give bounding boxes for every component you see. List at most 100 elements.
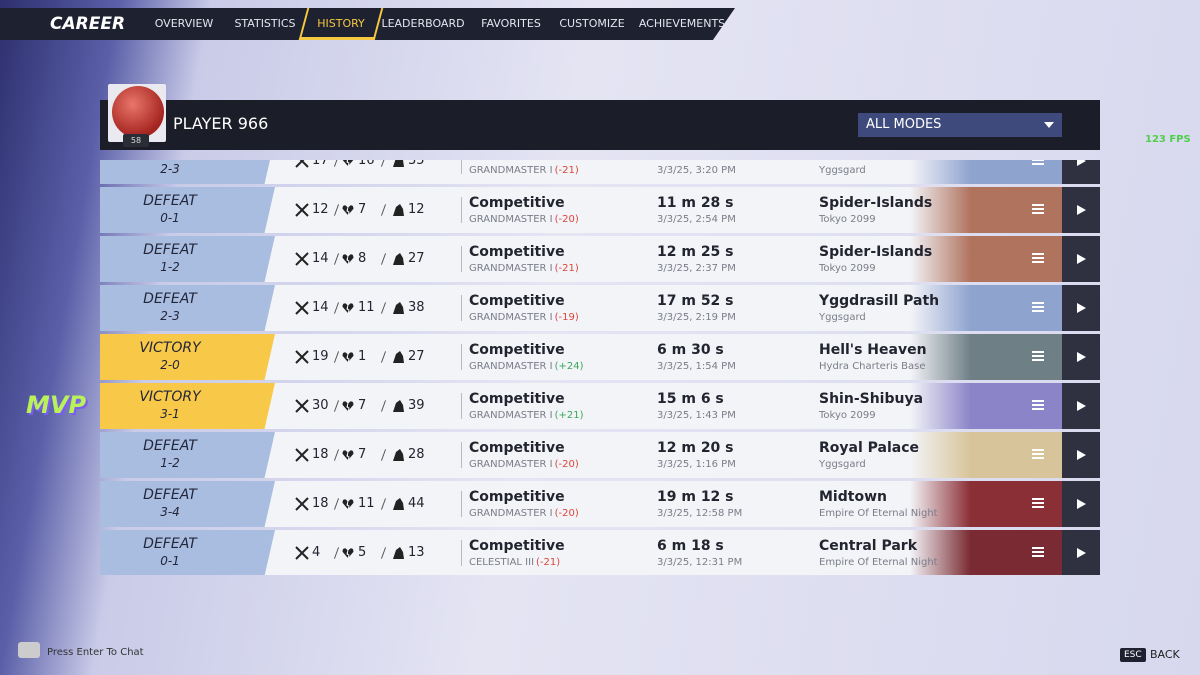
match-result: VICTORY <box>139 389 201 405</box>
separator <box>380 547 387 559</box>
map-thumbnail <box>910 383 1062 429</box>
divider <box>461 246 462 272</box>
match-row[interactable]: VICTORY 2-0 19 1 27 Competitive GRANDMASTER I(… <box>100 334 1100 380</box>
details-menu[interactable] <box>1032 547 1044 557</box>
replay-button[interactable] <box>1062 481 1100 527</box>
deaths: 7 <box>358 398 367 413</box>
kill-icon <box>295 448 309 462</box>
deaths: 7 <box>358 447 367 462</box>
kills: 30 <box>312 398 329 413</box>
match-row[interactable]: 2-3 17 16 35 GRANDMASTER I (-21) 3/3/25, 3:20 … <box>100 160 1100 184</box>
nav-tab[interactable]: OVERVIEW <box>154 17 214 30</box>
result-panel <box>100 187 275 233</box>
details-menu[interactable] <box>1032 204 1044 214</box>
divider <box>461 197 462 223</box>
result-panel <box>100 285 275 331</box>
rank: GRANDMASTER I (-20) <box>469 214 579 225</box>
match-time: 3/3/25, 3:20 PM <box>657 165 736 176</box>
game-mode: Competitive <box>469 195 565 211</box>
separator <box>333 160 340 167</box>
replay-button[interactable] <box>1062 432 1100 478</box>
map-name: Central Park <box>819 538 917 554</box>
kills: 17 <box>312 160 329 168</box>
match-row[interactable]: DEFEAT 1-2 14 8 27 Competitive GRANDMASTER I (-… <box>100 236 1100 282</box>
rank: GRANDMASTER I (-19) <box>469 312 579 323</box>
assist-icon <box>393 204 404 216</box>
map-name: Shin-Shibuya <box>819 391 924 407</box>
map-name: Midtown <box>819 489 887 505</box>
divider <box>461 491 462 517</box>
deaths: 7 <box>358 202 367 217</box>
map-thumbnail <box>910 334 1062 380</box>
map-region: Empire Of Eternal Night <box>819 557 938 568</box>
replay-button[interactable] <box>1062 334 1100 380</box>
details-menu[interactable] <box>1032 449 1044 459</box>
assists: 38 <box>408 300 425 315</box>
replay-button[interactable] <box>1062 530 1100 575</box>
nav-tab[interactable]: CUSTOMIZE <box>559 17 625 30</box>
result-panel <box>100 432 275 478</box>
kills: 18 <box>312 447 329 462</box>
details-menu[interactable] <box>1032 498 1044 508</box>
match-time: 3/3/25, 2:37 PM <box>657 263 736 274</box>
map-thumbnail <box>910 236 1062 282</box>
nav-tab[interactable]: HISTORY <box>317 17 365 30</box>
nav-tab[interactable]: LEADERBOARD <box>381 17 465 30</box>
match-score: 1-2 <box>160 260 180 274</box>
game-mode: Competitive <box>469 440 565 456</box>
replay-button[interactable] <box>1062 383 1100 429</box>
deaths: 11 <box>358 496 375 511</box>
match-score: 1-2 <box>160 456 180 470</box>
nav-title: CAREER <box>50 14 126 34</box>
map-name: Royal Palace <box>819 440 920 456</box>
game-mode: Competitive <box>469 342 565 358</box>
replay-button[interactable] <box>1062 285 1100 331</box>
replay-button[interactable] <box>1062 187 1100 233</box>
kills: 18 <box>312 496 329 511</box>
result-panel <box>100 334 275 380</box>
replay-button[interactable] <box>1062 160 1100 184</box>
details-menu[interactable] <box>1032 160 1044 165</box>
match-score: 2-3 <box>160 309 180 323</box>
match-row[interactable]: VICTORY 3-1 30 7 39 Competitive GRANDMASTER I(… <box>100 383 1100 429</box>
map-region: Tokyo 2099 <box>819 263 876 274</box>
chat-hint[interactable]: Press Enter To Chat <box>47 647 144 658</box>
play-icon <box>1077 303 1086 313</box>
match-row[interactable]: DEFEAT 1-2 18 7 28 Competitive GRANDMASTER I (-… <box>100 432 1100 478</box>
play-icon <box>1077 352 1086 362</box>
back-button[interactable]: BACK <box>1150 648 1180 661</box>
deaths: 5 <box>358 545 367 560</box>
assist-icon <box>393 498 404 510</box>
match-row[interactable]: DEFEAT 3-4 18 11 44 Competitive GRANDMASTER I(… <box>100 481 1100 527</box>
kill-icon <box>295 252 309 266</box>
match-row[interactable]: DEFEAT 2-3 14 11 38 Competitive GRANDMASTER I(… <box>100 285 1100 331</box>
rank-delta: (-20) <box>554 508 579 519</box>
match-row[interactable]: DEFEAT 0-1 4 5 13 Competitive CELESTIAL III (-2… <box>100 530 1100 575</box>
replay-button[interactable] <box>1062 236 1100 282</box>
menu-line <box>1032 306 1044 308</box>
separator <box>333 351 340 363</box>
nav-tab[interactable]: FAVORITES <box>481 17 541 30</box>
menu-line <box>1032 551 1044 553</box>
fps-counter: 123 FPS <box>1145 134 1191 145</box>
assist-icon <box>393 351 404 363</box>
death-icon <box>341 449 355 462</box>
details-menu[interactable] <box>1032 253 1044 263</box>
match-result: DEFEAT <box>143 536 197 552</box>
match-row[interactable]: DEFEAT 0-1 12 7 12 Competitive GRANDMASTER I (-… <box>100 187 1100 233</box>
details-menu[interactable] <box>1032 400 1044 410</box>
separator <box>380 351 387 363</box>
separator <box>333 253 340 265</box>
match-time: 3/3/25, 1:43 PM <box>657 410 736 421</box>
nav-tab[interactable]: STATISTICS <box>234 17 296 30</box>
mode-dropdown[interactable]: ALL MODES <box>858 113 1062 137</box>
match-result: DEFEAT <box>143 193 197 209</box>
details-menu[interactable] <box>1032 302 1044 312</box>
assists: 27 <box>408 251 425 266</box>
details-menu[interactable] <box>1032 351 1044 361</box>
result-panel <box>100 481 275 527</box>
rank: GRANDMASTER I (-20) <box>469 508 579 519</box>
nav-tab[interactable]: ACHIEVEMENTS <box>638 17 726 30</box>
map-region: Hydra Charteris Base <box>819 361 926 372</box>
